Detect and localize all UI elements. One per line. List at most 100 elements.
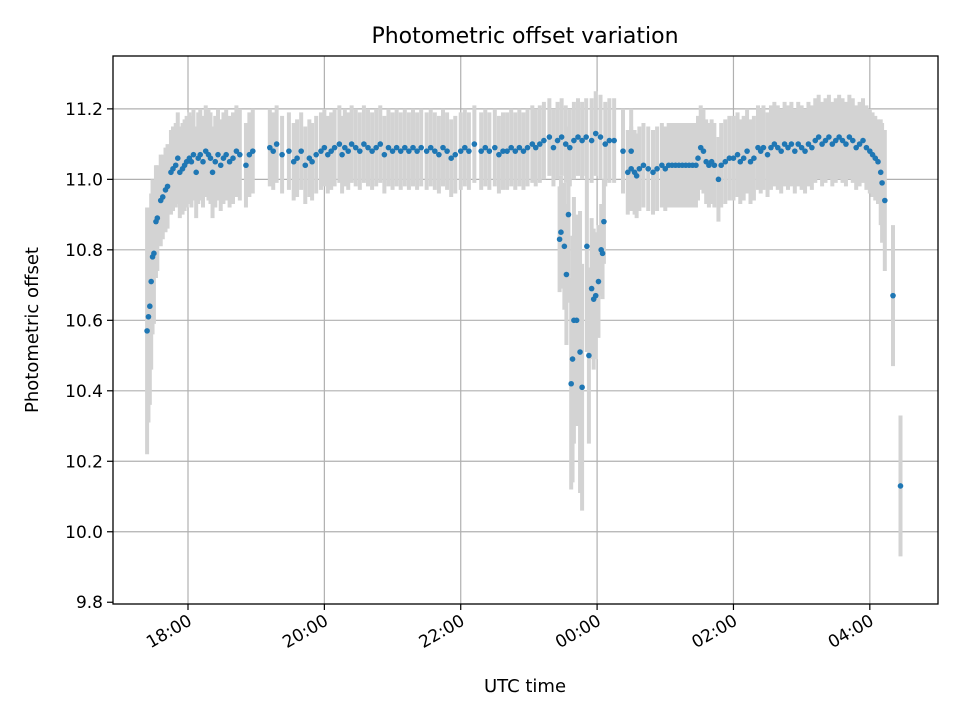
data-point [279, 151, 285, 158]
chart-title: Photometric offset variation [371, 24, 678, 49]
data-point [172, 162, 179, 169]
data-point [324, 151, 331, 158]
data-point [819, 141, 825, 147]
data-point [471, 141, 478, 147]
data-point [774, 144, 781, 151]
data-point [336, 141, 343, 147]
data-point [154, 215, 161, 221]
data-point [586, 352, 592, 359]
data-point [826, 134, 832, 140]
data-point [583, 134, 589, 140]
data-point [427, 144, 434, 151]
data-point [365, 144, 371, 151]
data-point [601, 218, 607, 225]
data-point [457, 148, 464, 154]
data-point [188, 158, 195, 165]
data-point [397, 148, 404, 154]
data-point [496, 151, 502, 158]
data-point [863, 144, 870, 151]
data-point [237, 151, 243, 158]
data-point [148, 278, 154, 285]
data-point [650, 169, 656, 176]
data-point [715, 176, 722, 183]
data-point [410, 144, 416, 151]
data-point [466, 148, 472, 154]
data-point [309, 158, 315, 165]
data-point [546, 134, 553, 140]
data-point [298, 148, 304, 154]
data-point [740, 155, 747, 161]
data-point [414, 148, 420, 154]
data-point [633, 173, 640, 179]
data-point [764, 151, 771, 158]
y-tick-label: 10.8 [65, 241, 103, 261]
data-point [452, 151, 459, 158]
y-tick-label: 10.6 [65, 311, 103, 331]
data-point [556, 236, 563, 243]
data-point [230, 155, 236, 161]
data-point [440, 144, 446, 151]
data-point [843, 141, 849, 147]
data-point [361, 141, 367, 147]
data-point [492, 144, 498, 151]
data-point [579, 137, 585, 144]
data-point [504, 148, 510, 154]
data-point [584, 243, 590, 250]
data-point [267, 144, 273, 151]
data-point [246, 151, 253, 158]
data-point [829, 141, 836, 147]
data-point [558, 134, 565, 140]
data-point [760, 144, 767, 151]
data-point [737, 158, 744, 165]
data-point [290, 158, 297, 165]
data-point [563, 271, 570, 278]
data-point [561, 243, 568, 250]
data-point [785, 144, 791, 151]
data-point [243, 162, 249, 169]
data-point [159, 194, 166, 200]
data-point [313, 151, 319, 158]
data-point [809, 144, 815, 151]
data-point [571, 137, 577, 144]
data-point [418, 144, 424, 151]
data-point [628, 148, 634, 154]
data-point [562, 141, 569, 147]
data-point [628, 165, 634, 172]
data-point [482, 144, 489, 151]
data-point [718, 162, 724, 169]
data-point [659, 162, 665, 169]
data-points [144, 130, 904, 489]
data-point [381, 151, 388, 158]
data-point [856, 141, 863, 147]
data-point [853, 144, 859, 151]
data-point [595, 278, 602, 285]
data-point [385, 144, 392, 151]
data-point [423, 148, 430, 154]
data-point [516, 144, 523, 151]
data-point [711, 162, 718, 169]
data-point [812, 137, 819, 144]
data-point [602, 141, 609, 147]
data-point [730, 155, 737, 161]
data-point [406, 148, 412, 154]
data-point [486, 148, 493, 154]
data-point [802, 148, 808, 154]
data-point [144, 328, 150, 334]
data-point [781, 141, 788, 147]
data-point [620, 148, 626, 154]
data-point [839, 137, 846, 144]
data-point [537, 141, 543, 147]
data-point [636, 165, 643, 172]
data-point [640, 162, 647, 169]
data-point [233, 148, 240, 154]
data-point [342, 144, 348, 151]
data-point [611, 137, 617, 144]
plot-frame [112, 55, 939, 605]
data-point [377, 141, 384, 147]
data-point [190, 151, 197, 158]
data-point [147, 303, 153, 310]
y-tick-label: 10.4 [65, 382, 103, 402]
data-point [795, 141, 802, 147]
data-point [568, 380, 574, 387]
